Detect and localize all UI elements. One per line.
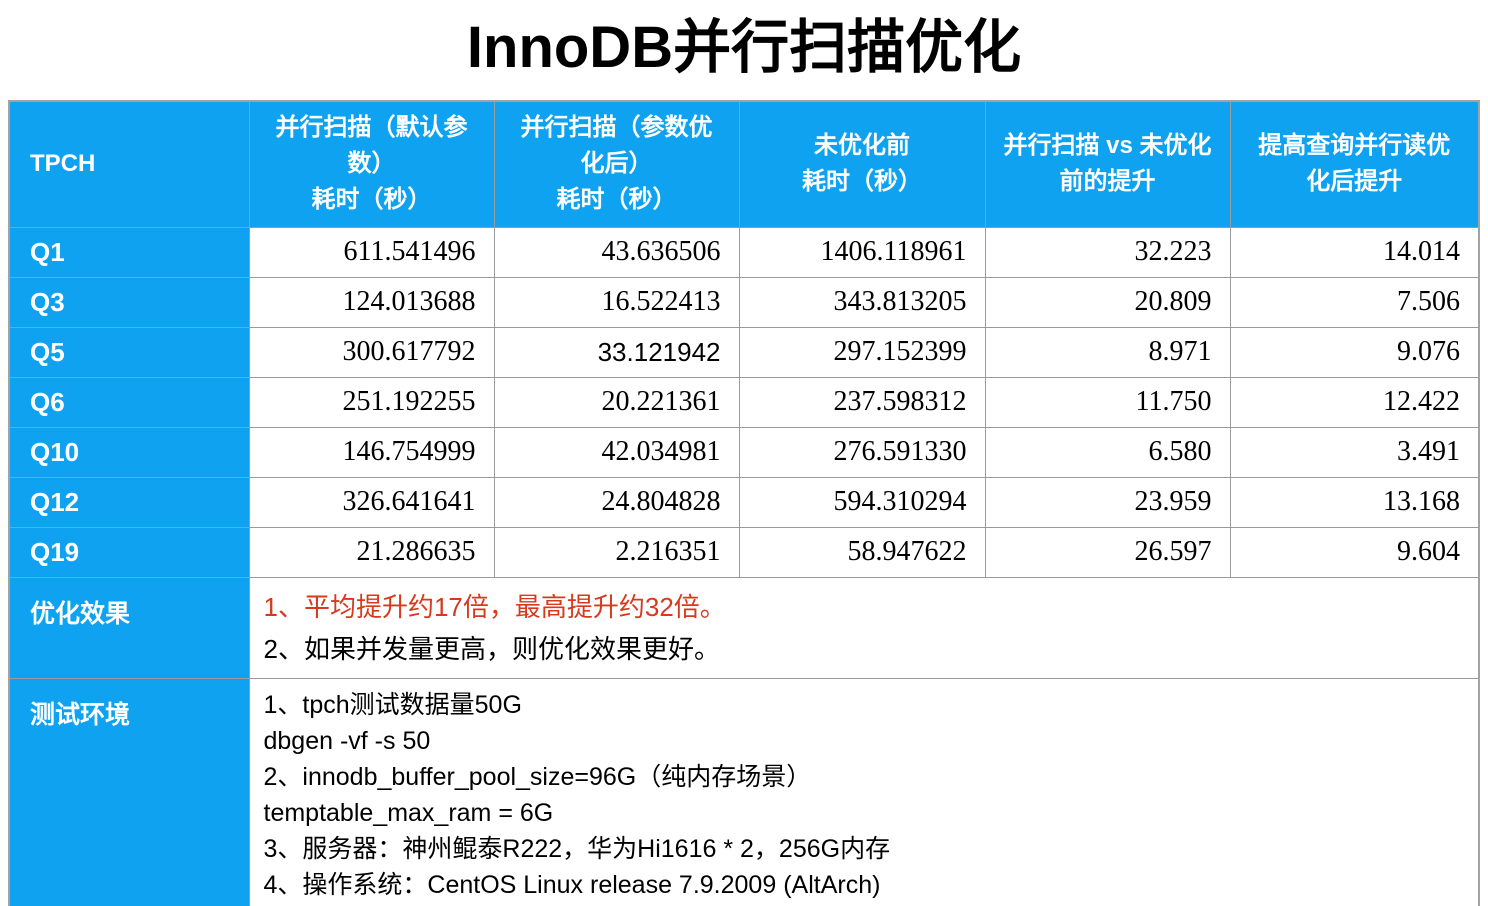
row-label-optimization-effect: 优化效果 — [8, 576, 250, 679]
table-cell: 33.121942 — [493, 326, 740, 378]
env-note-1: 1、tpch测试数据量50G — [263, 690, 522, 719]
effect-note-2: 2、如果并发量更高，则优化效果更好。 — [263, 633, 720, 664]
table-cell: 14.014 — [1229, 226, 1480, 278]
table-cell: 11.750 — [984, 376, 1231, 428]
table-cell: 594.310294 — [738, 476, 986, 528]
table-row-q19: Q19 21.286635 2.216351 58.947622 26.597 … — [8, 526, 1480, 578]
table-cell: 13.168 — [1229, 476, 1480, 528]
table-cell: 23.959 — [984, 476, 1231, 528]
test-environment-row: 测试环境 1、tpch测试数据量50G dbgen -vf -s 50 2、in… — [8, 677, 1480, 906]
row-label-q12: Q12 — [8, 476, 250, 528]
row-label-q6: Q6 — [8, 376, 250, 428]
table-cell: 21.286635 — [248, 526, 495, 578]
table-cell: 42.034981 — [493, 426, 740, 478]
env-note-2: dbgen -vf -s 50 — [263, 726, 431, 755]
table-row-q10: Q10 146.754999 42.034981 276.591330 6.58… — [8, 426, 1480, 478]
table-cell: 146.754999 — [248, 426, 495, 478]
table-cell: 12.422 — [1229, 376, 1480, 428]
column-header-tpch: TPCH — [8, 100, 250, 228]
table-cell: 343.813205 — [738, 276, 986, 328]
effect-note-1: 1、平均提升约17倍，最高提升约32倍。 — [263, 591, 726, 622]
table-cell: 1406.118961 — [738, 226, 986, 278]
table-cell: 297.152399 — [738, 326, 986, 378]
table-cell: 58.947622 — [738, 526, 986, 578]
table-row-q1: Q1 611.541496 43.636506 1406.118961 32.2… — [8, 226, 1480, 278]
table-cell: 3.491 — [1229, 426, 1480, 478]
table-cell: 24.804828 — [493, 476, 740, 528]
table-cell: 237.598312 — [738, 376, 986, 428]
table-cell: 326.641641 — [248, 476, 495, 528]
row-label-test-environment: 测试环境 — [8, 677, 250, 906]
row-label-q1: Q1 — [8, 226, 250, 278]
table-cell: 8.971 — [984, 326, 1231, 378]
table-cell: 43.636506 — [493, 226, 740, 278]
table-row-q12: Q12 326.641641 24.804828 594.310294 23.9… — [8, 476, 1480, 528]
row-label-q19: Q19 — [8, 526, 250, 578]
test-environment-notes: 1、tpch测试数据量50G dbgen -vf -s 50 2、innodb_… — [248, 677, 1480, 906]
optimization-effect-notes: 1、平均提升约17倍，最高提升约32倍。 2、如果并发量更高，则优化效果更好。 — [248, 576, 1480, 679]
table-cell: 611.541496 — [248, 226, 495, 278]
table-row-q5: Q5 300.617792 33.121942 297.152399 8.971… — [8, 326, 1480, 378]
env-note-4: temptable_max_ram = 6G — [263, 798, 554, 827]
column-header-parallel-scan-default: 并行扫描（默认参 数） 耗时（秒） — [248, 100, 495, 228]
table-cell: 20.221361 — [493, 376, 740, 428]
env-note-6: 4、操作系统：CentOS Linux release 7.9.2009 (Al… — [263, 870, 881, 899]
column-header-parallel-read-speedup: 提高查询并行读优 化后提升 — [1229, 100, 1480, 228]
table-cell: 300.617792 — [248, 326, 495, 378]
table-cell: 2.216351 — [493, 526, 740, 578]
table-cell: 32.223 — [984, 226, 1231, 278]
table-cell: 276.591330 — [738, 426, 986, 478]
header-row: TPCH 并行扫描（默认参 数） 耗时（秒） 并行扫描（参数优 化后） 耗时（秒… — [8, 100, 1480, 228]
table-row-q6: Q6 251.192255 20.221361 237.598312 11.75… — [8, 376, 1480, 428]
env-note-5: 3、服务器：神州鲲泰R222，华为Hi1616 * 2，256G内存 — [263, 834, 891, 863]
table-cell: 26.597 — [984, 526, 1231, 578]
table-cell: 6.580 — [984, 426, 1231, 478]
table-cell: 16.522413 — [493, 276, 740, 328]
row-label-q3: Q3 — [8, 276, 250, 328]
page-title: InnoDB并行扫描优化 — [466, 15, 1022, 80]
table-cell: 9.076 — [1229, 326, 1480, 378]
table-cell: 20.809 — [984, 276, 1231, 328]
table-cell: 124.013688 — [248, 276, 495, 328]
table-cell: 7.506 — [1229, 276, 1480, 328]
benchmark-table: TPCH 并行扫描（默认参 数） 耗时（秒） 并行扫描（参数优 化后） 耗时（秒… — [8, 100, 1480, 906]
env-note-3: 2、innodb_buffer_pool_size=96G（纯内存场景） — [263, 762, 812, 791]
table-row-q3: Q3 124.013688 16.522413 343.813205 20.80… — [8, 276, 1480, 328]
row-label-q5: Q5 — [8, 326, 250, 378]
optimization-effect-row: 优化效果 1、平均提升约17倍，最高提升约32倍。 2、如果并发量更高，则优化效… — [8, 576, 1480, 679]
column-header-parallel-scan-tuned: 并行扫描（参数优 化后） 耗时（秒） — [493, 100, 740, 228]
table-cell: 9.604 — [1229, 526, 1480, 578]
column-header-speedup-vs-before: 并行扫描 vs 未优化 前的提升 — [984, 100, 1231, 228]
table-cell: 251.192255 — [248, 376, 495, 428]
row-label-q10: Q10 — [8, 426, 250, 478]
column-header-before-optimization: 未优化前 耗时（秒） — [738, 100, 986, 228]
